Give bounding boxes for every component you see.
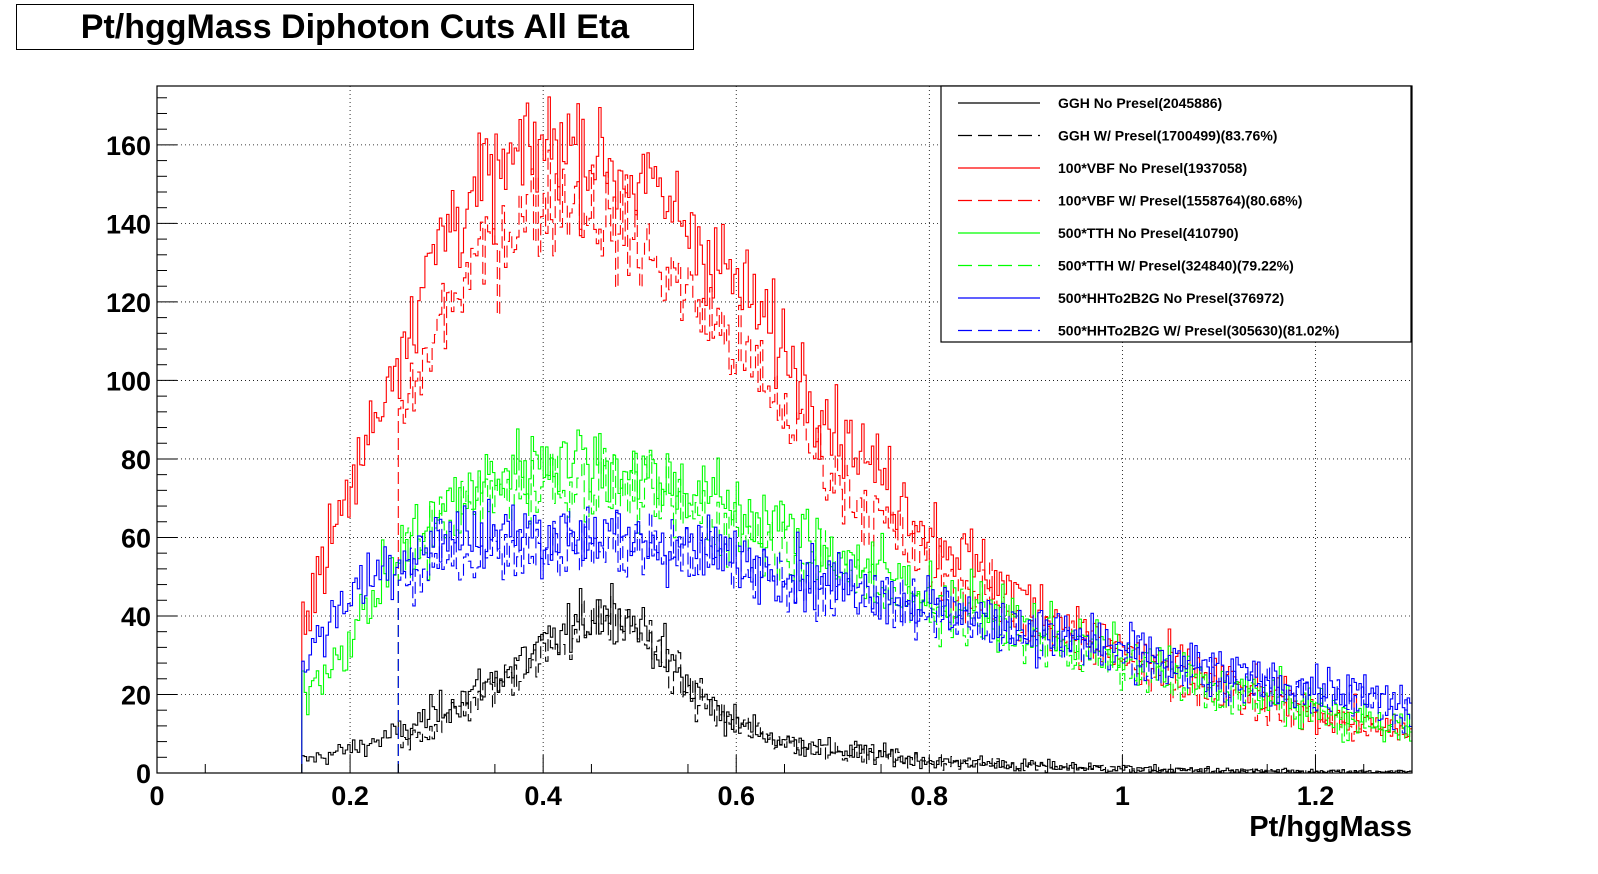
x-axis-title: Pt/hggMass xyxy=(1249,811,1412,843)
legend-entry-label: 100*VBF No Presel(1937058) xyxy=(1058,160,1247,176)
y-tick-label: 120 xyxy=(106,288,151,318)
x-tick-label: 0.4 xyxy=(524,781,562,811)
x-tick-label: 1.2 xyxy=(1297,781,1335,811)
plot-series xyxy=(301,96,1412,774)
x-tick-label: 1 xyxy=(1115,781,1130,811)
x-tick-label: 0.6 xyxy=(717,781,755,811)
legend-entry-label: 500*TTH W/ Presel(324840)(79.22%) xyxy=(1058,258,1294,274)
legend-entry-label: 500*TTH No Presel(410790) xyxy=(1058,225,1239,241)
legend-box xyxy=(940,85,1412,343)
series-line-7 xyxy=(397,506,1412,773)
series-line-0 xyxy=(301,582,1412,774)
legend: GGH No Presel(2045886) GGH W/ Presel(1700… xyxy=(940,85,1412,343)
y-tick-label: 80 xyxy=(121,445,151,475)
legend-entry-label: 100*VBF W/ Presel(1558764)(80.68%) xyxy=(1058,193,1302,209)
x-tick-label: 0 xyxy=(149,781,164,811)
x-tick-label: 0.2 xyxy=(331,781,369,811)
y-tick-label: 20 xyxy=(121,680,151,710)
y-tick-label: 40 xyxy=(121,602,151,632)
chart-title: Pt/hggMass Diphoton Cuts All Eta xyxy=(16,4,694,50)
x-tick-label: 0.8 xyxy=(911,781,949,811)
axes: 0 0.2 0.4 0.6 0.8 1 1.2 0 20 40 60 80 100 120 140 160 xyxy=(106,97,1365,811)
y-tick-label: 160 xyxy=(106,131,151,161)
y-tick-label: 140 xyxy=(106,209,151,239)
y-tick-label: 60 xyxy=(121,523,151,553)
series-line-6 xyxy=(301,498,1412,773)
series-line-4 xyxy=(301,428,1412,773)
legend-entry-label: 500*HHTo2B2G No Presel(376972) xyxy=(1058,290,1284,306)
legend-entry-label: 500*HHTo2B2G W/ Presel(305630)(81.02%) xyxy=(1058,323,1339,339)
y-tick-label: 100 xyxy=(106,366,151,396)
legend-entry-label: GGH W/ Presel(1700499)(83.76%) xyxy=(1058,128,1277,144)
series-line-1 xyxy=(397,596,1412,774)
legend-entry-label: GGH No Presel(2045886) xyxy=(1058,95,1222,111)
y-tick-label: 0 xyxy=(136,759,151,789)
series-line-3 xyxy=(397,149,1412,773)
